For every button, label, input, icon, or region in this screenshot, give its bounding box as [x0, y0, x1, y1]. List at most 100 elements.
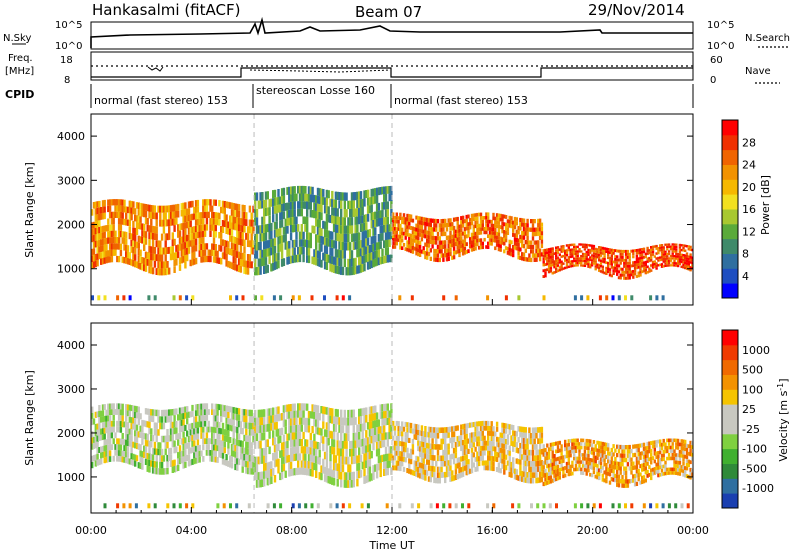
data-cell: [616, 249, 619, 253]
data-cell: [567, 454, 570, 458]
data-cell: [259, 471, 262, 480]
data-cell: [180, 203, 183, 210]
data-cell: [478, 245, 481, 250]
data-cell: [470, 247, 474, 252]
data-cell: [547, 267, 551, 271]
data-cell: [350, 192, 354, 201]
data-cell: [567, 442, 570, 447]
data-cell: [426, 453, 429, 460]
data-cell: [653, 448, 656, 452]
data-cell: [135, 221, 139, 229]
data-cell: [98, 239, 101, 247]
data-cell: [366, 422, 370, 430]
data-cell: [601, 265, 604, 269]
data-cell: [444, 253, 447, 258]
data-cell: [610, 260, 613, 263]
data-cell: [655, 264, 658, 268]
data-cell: [166, 247, 169, 254]
data-cell: [282, 449, 286, 457]
data-cell: [538, 218, 542, 223]
data-cell: [350, 472, 354, 480]
data-cell: [503, 233, 506, 238]
data-cell: [623, 483, 626, 488]
data-cell: [359, 223, 363, 232]
data-cell: [418, 446, 422, 452]
data-cell: [116, 438, 119, 445]
data-cell: [100, 258, 103, 265]
data-cell: [451, 475, 454, 482]
data-cell: [250, 468, 253, 475]
data-cell: [578, 259, 581, 262]
data-cell: [404, 217, 407, 221]
data-cell: [581, 438, 585, 443]
data-cell: [678, 243, 682, 247]
data-cell: [96, 207, 99, 215]
data-cell: [194, 219, 198, 226]
velocity-data: [91, 323, 693, 513]
data-cell: [336, 208, 339, 217]
data-cell: [134, 241, 137, 248]
data-cell: [528, 427, 531, 433]
data-cell: [329, 453, 332, 462]
data-cell: [687, 245, 690, 248]
data-cell: [676, 262, 680, 265]
data-cell: [160, 247, 164, 255]
data-cell: [580, 438, 583, 443]
data-cell: [530, 472, 533, 478]
data-cell: [680, 256, 683, 259]
data-cell: [535, 231, 538, 237]
data-cell: [293, 453, 296, 461]
data-cell: [134, 208, 137, 215]
data-cell: [684, 249, 687, 252]
data-cell: [451, 234, 454, 239]
data-cell: [607, 270, 610, 274]
data-cell: [264, 191, 268, 200]
data-cell: [393, 237, 397, 242]
data-cell: [374, 188, 377, 196]
data-cell: [678, 250, 682, 254]
data-cell: [659, 244, 662, 247]
data-cell: [472, 452, 475, 458]
data-cell: [366, 474, 370, 483]
data-cell: [243, 205, 246, 212]
data-cell: [279, 435, 282, 443]
data-cell: [248, 435, 252, 443]
data-cell: [646, 246, 649, 250]
data-cell: [178, 426, 182, 433]
data-cell: [456, 216, 459, 221]
data-cell: [297, 460, 300, 468]
data-cell: [200, 432, 203, 439]
data-cell: [583, 262, 587, 265]
data-cell: [610, 447, 613, 453]
data-cell: [614, 263, 617, 267]
data-cell: [191, 246, 194, 253]
data-cell: [212, 409, 216, 416]
data-cell: [567, 468, 570, 473]
data-cell: [564, 256, 567, 260]
data-cell: [689, 245, 692, 249]
data-cell: [644, 462, 647, 467]
data-cell: [565, 454, 569, 459]
data-cell: [594, 474, 597, 479]
data-cell: [252, 435, 255, 443]
data-cell: [295, 216, 298, 225]
data-cell: [415, 239, 418, 244]
data-cell: [331, 231, 334, 240]
data-cell: [386, 460, 389, 469]
data-cell: [150, 225, 153, 233]
data-cell: [151, 415, 155, 423]
data-cell: [456, 229, 459, 234]
data-cell: [449, 222, 452, 227]
data-cell: [92, 455, 96, 462]
data-cell: [363, 445, 366, 454]
data-cell: [225, 260, 228, 267]
data-cell: [623, 249, 626, 253]
data-cell: [526, 218, 529, 224]
data-cell: [384, 224, 388, 233]
data-cell: [671, 243, 674, 246]
data-cell: [406, 240, 409, 245]
data-cell: [478, 223, 481, 228]
data-cell: [409, 241, 413, 246]
freq-label: Freq.: [8, 53, 33, 64]
data-cell: [212, 224, 216, 231]
